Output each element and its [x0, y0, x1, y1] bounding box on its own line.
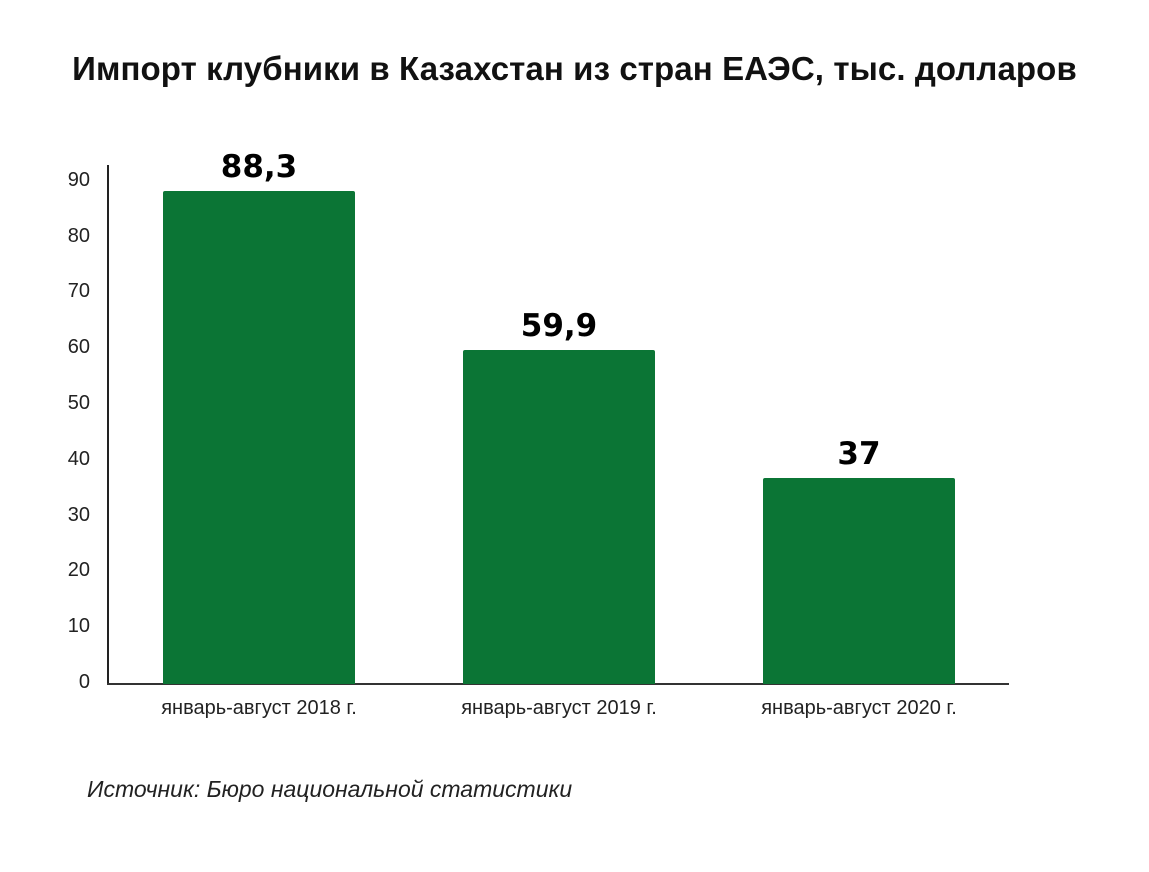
x-category-label: январь-август 2019 г. [461, 697, 657, 719]
x-category-label: январь-август 2018 г. [161, 697, 357, 719]
chart-title: Импорт клубники в Казахстан из стран ЕАЭ… [72, 50, 1077, 87]
x-category-label: январь-август 2020 г. [761, 697, 957, 719]
y-tick-label: 10 [67, 615, 90, 638]
source-note: Источник: Бюро национальной статистики [87, 776, 573, 802]
bar [163, 191, 355, 684]
bar [763, 477, 955, 684]
y-tick-label: 70 [67, 280, 90, 303]
y-tick-label: 90 [67, 168, 90, 191]
bar-value-label: 37 [837, 435, 881, 472]
y-tick-label: 20 [67, 559, 90, 582]
bar-value-label: 88,3 [220, 149, 298, 186]
y-tick-label: 80 [67, 224, 90, 247]
bar [463, 349, 655, 684]
y-axis-line [107, 165, 109, 685]
y-tick-label: 0 [78, 671, 90, 693]
x-axis-line [107, 683, 1009, 685]
y-tick-label: 40 [67, 447, 90, 470]
y-tick-label: 50 [67, 392, 90, 414]
y-tick-label: 30 [67, 503, 90, 526]
bar-value-label: 59,9 [520, 307, 598, 344]
y-tick-label: 60 [67, 336, 90, 359]
